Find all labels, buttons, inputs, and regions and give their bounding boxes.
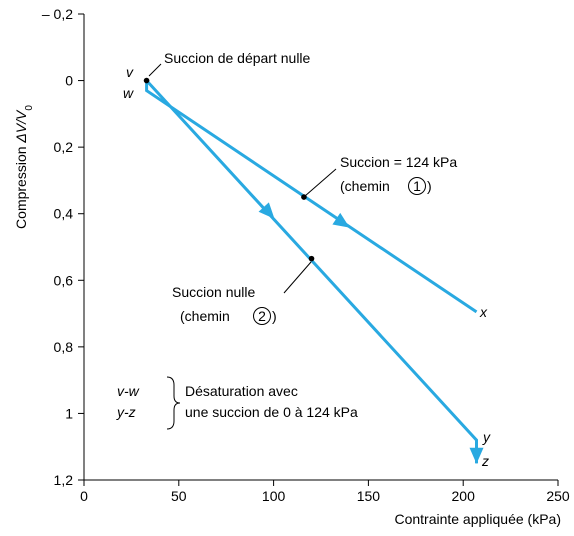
start-leader-line [148, 63, 162, 77]
annotation-path-2-open: (chemin [180, 308, 230, 324]
y-tick-label: 0,2 [54, 139, 74, 155]
y-tick-label: – 0,2 [42, 6, 73, 22]
data-marker [143, 77, 150, 84]
path-2-number-circle [253, 307, 271, 325]
path-1-number-circle [408, 177, 426, 195]
y-tick-label: 0,4 [54, 206, 74, 222]
arrowhead-shape [469, 447, 484, 464]
x-axis-title: Contrainte appliquée (kPa) [394, 511, 561, 527]
x-tick-label: 100 [262, 488, 286, 504]
point-label-v: v [126, 64, 134, 80]
legend-v-w: v-w [117, 383, 140, 399]
arrowhead [258, 202, 275, 219]
annotation-path-1-open: (chemin [340, 178, 390, 194]
legend-brace [166, 376, 181, 430]
suction-zero-leader-line [283, 261, 312, 294]
y-tick-label: 0,6 [54, 272, 74, 288]
legend-desaturation-line-2: une succion de 0 à 124 kPa [185, 404, 358, 420]
legend-desaturation-line-1: Désaturation avec [185, 383, 298, 399]
arrowhead-shape [258, 202, 275, 219]
annotation-suction-zero: Succion nulle [172, 284, 255, 300]
y-axis-title-symbol: ΔV/V [13, 109, 29, 144]
x-tick-label: 150 [357, 488, 381, 504]
point-label-z: z [481, 453, 489, 469]
x-tick-label: 0 [80, 488, 88, 504]
annotation-suction-124: Succion = 124 kPa [340, 154, 457, 170]
y-axis-title-prefix: Compression [13, 143, 29, 229]
arrowhead-shape [332, 212, 350, 228]
y-tick-label: 0 [65, 73, 73, 89]
y-axis-title: Compression ΔV/V0 [13, 105, 35, 229]
y-axis-title-subscript: 0 [24, 105, 35, 111]
series-line-path-1 [145, 80, 478, 314]
marker-layer [143, 77, 315, 262]
series-layer [145, 79, 484, 464]
legend-y-z: y-z [116, 404, 136, 420]
annotation-path-1-number: 1 [413, 178, 421, 194]
x-tick-label: 250 [546, 488, 570, 504]
point-label-x: x [479, 304, 488, 320]
annotation-path-2-close: ) [272, 308, 277, 324]
point-label-y: y [482, 429, 491, 445]
annotation-start-suction: Succion de départ nulle [164, 50, 311, 66]
annotation-path-1-close: ) [427, 178, 432, 194]
y-tick-label: 1 [65, 405, 73, 421]
axes: 0 50 100 150 200 250 – 0,2 0 0,2 0,4 0,6 0,8 1 1,2 [42, 6, 570, 504]
suction-124-leader-line [304, 168, 337, 197]
y-tick-label: 0,8 [54, 339, 74, 355]
y-tick-label: 1,2 [54, 472, 74, 488]
arrowhead [469, 447, 484, 464]
point-label-w: w [123, 85, 134, 101]
arrowhead [332, 212, 350, 228]
data-marker [308, 255, 315, 262]
x-tick-label: 50 [171, 488, 187, 504]
annotation-path-2-number: 2 [258, 308, 266, 324]
x-tick-label: 200 [452, 488, 476, 504]
